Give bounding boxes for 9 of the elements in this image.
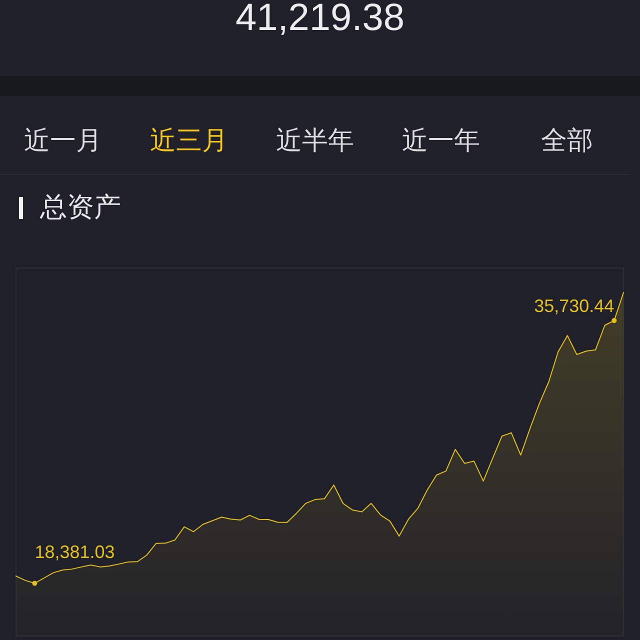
- data-label: 18,381.03: [34, 542, 115, 562]
- text: 全部: [541, 126, 593, 156]
- data-label: 35,730.44: [534, 296, 614, 316]
- text: 近一年: [402, 126, 480, 156]
- text: 近半年: [276, 126, 354, 156]
- text: 近三月: [150, 126, 228, 156]
- text: 41,219.38: [234, 0, 406, 41]
- chart-title: 总资产: [40, 192, 121, 224]
- text: 近一月: [24, 126, 102, 156]
